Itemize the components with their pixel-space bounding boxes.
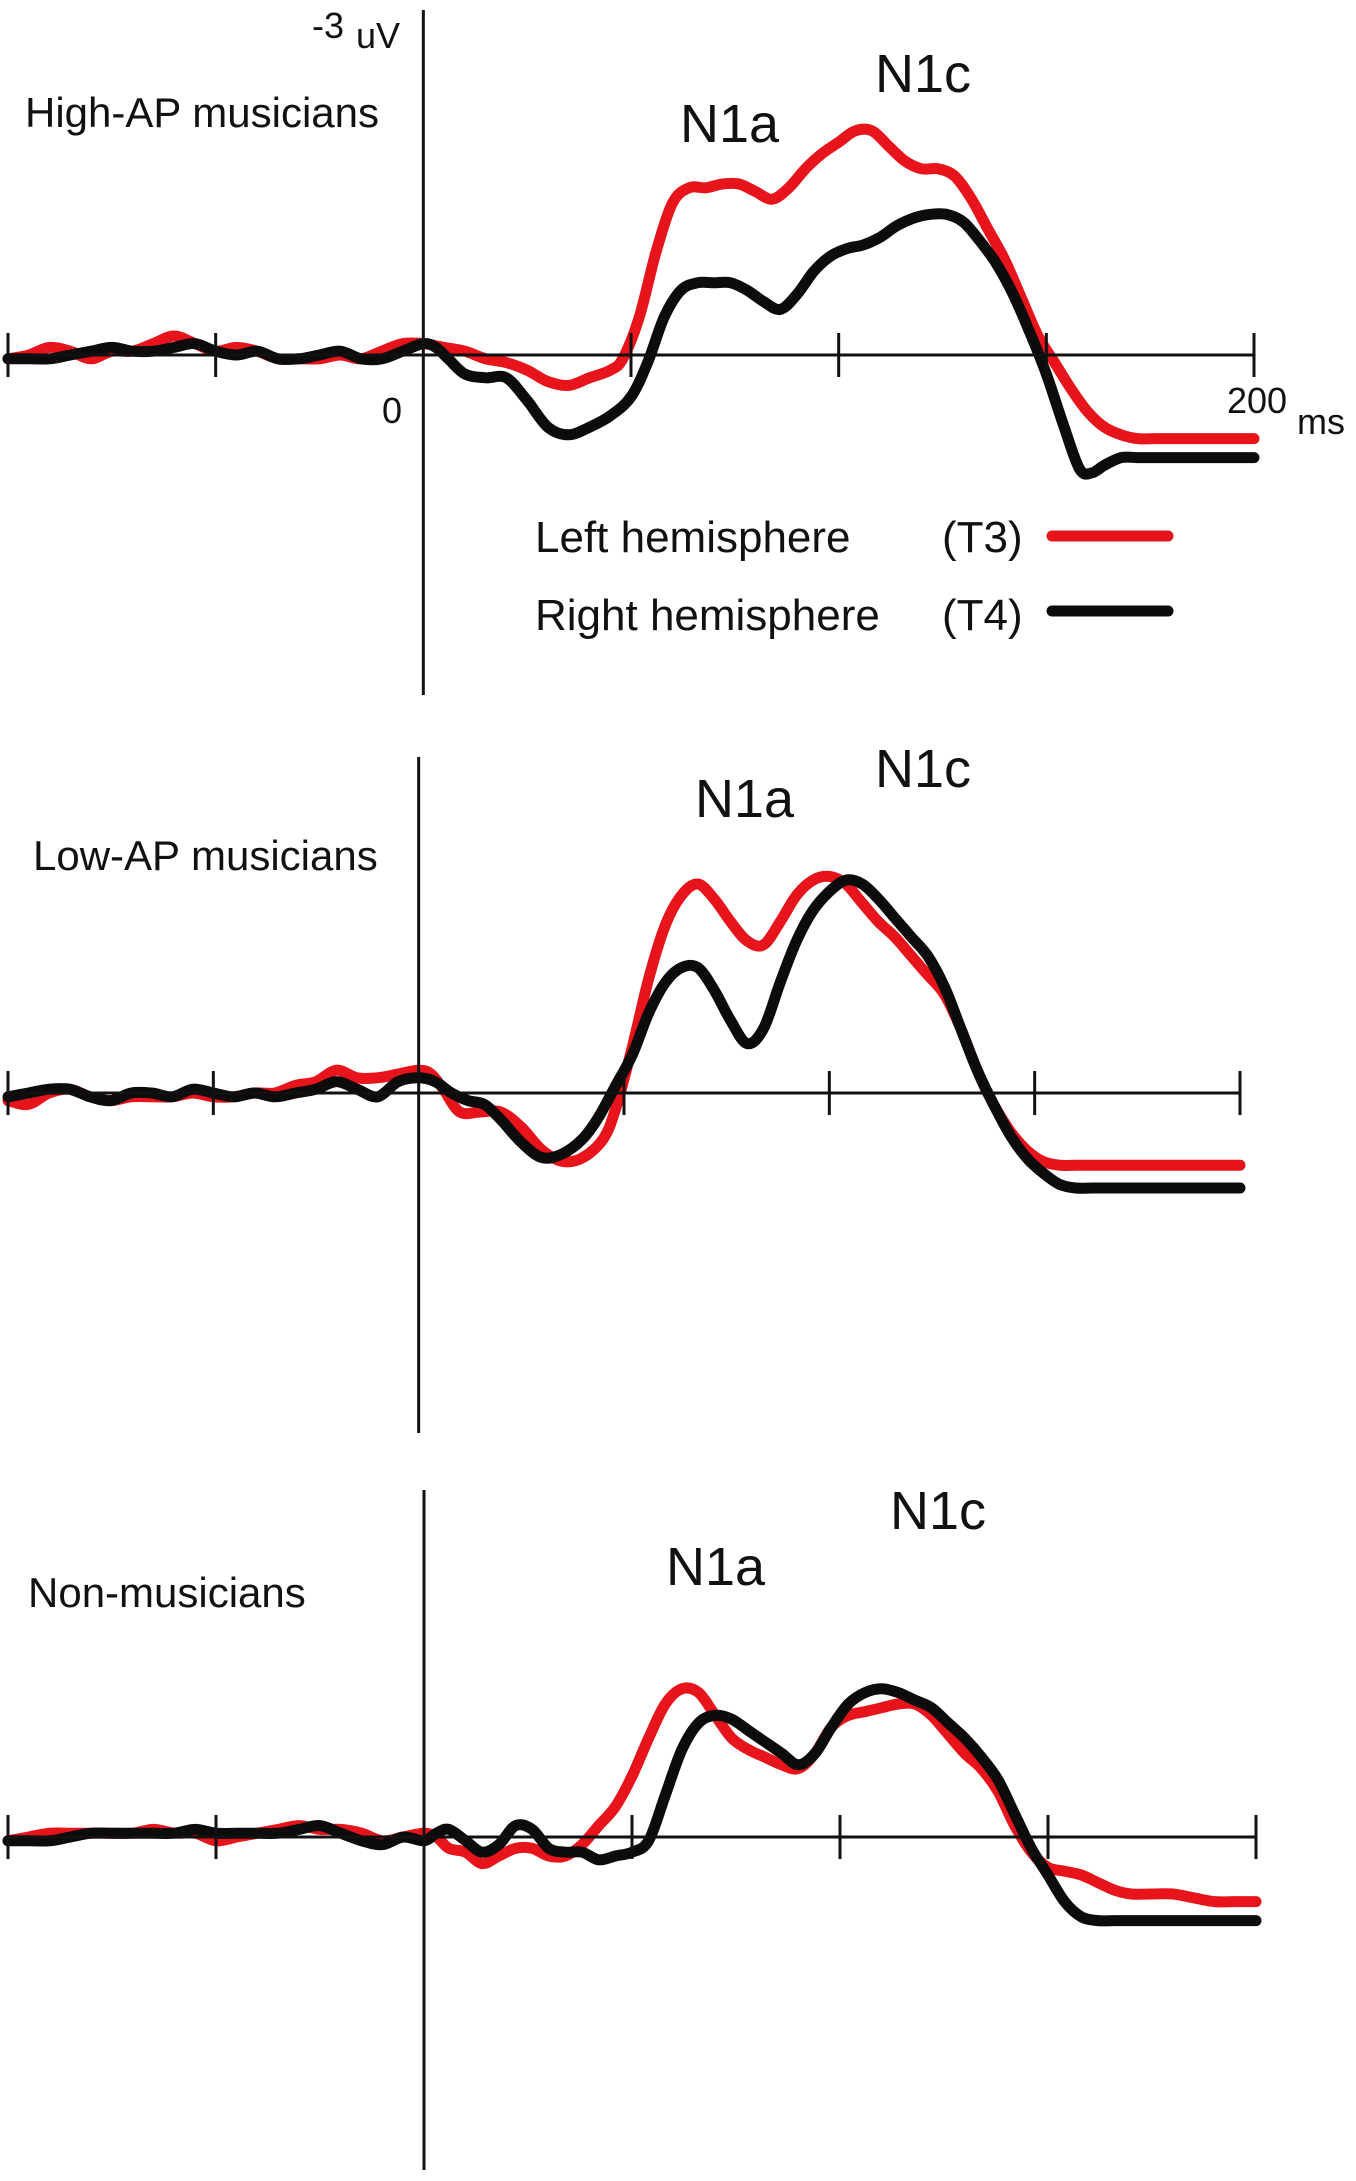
peak-label-n1a: N1a bbox=[680, 94, 780, 154]
legend-right-label: Right hemisphere bbox=[535, 591, 880, 640]
trace-left-hemisphere bbox=[2, 870, 1246, 1171]
y-unit-label: uV bbox=[356, 15, 400, 56]
peak-label-n1a: N1a bbox=[695, 769, 795, 829]
trace-left-hemisphere bbox=[2, 123, 1260, 445]
legend-right-channel: (T4) bbox=[942, 591, 1023, 640]
legend: Left hemisphere (T3) Right hemisphere (T… bbox=[535, 513, 1174, 640]
peak-label-n1c: N1c bbox=[890, 1481, 986, 1541]
legend-left-channel: (T3) bbox=[942, 513, 1023, 562]
panel-title-low-ap: Low-AP musicians bbox=[33, 832, 378, 879]
panel-low-ap: Low-AP musicians N1a N1c bbox=[2, 739, 1246, 1433]
ticks-high-ap bbox=[6, 10, 1256, 695]
peak-label-n1c: N1c bbox=[875, 739, 971, 799]
traces-non-musicians bbox=[2, 1682, 1262, 1927]
trace-left-hemisphere bbox=[2, 1682, 1262, 1908]
ticks-non-musicians bbox=[6, 1490, 1258, 2170]
legend-left-label: Left hemisphere bbox=[535, 513, 851, 562]
x-unit-label: ms bbox=[1297, 401, 1345, 442]
peak-label-n1a: N1a bbox=[666, 1537, 766, 1597]
panel-non-musicians: Non-musicians N1a N1c bbox=[2, 1481, 1262, 2170]
panel-title-non-musicians: Non-musicians bbox=[28, 1569, 306, 1616]
panel-title-high-ap: High-AP musicians bbox=[25, 89, 379, 136]
x-end-label: 200 bbox=[1227, 380, 1287, 421]
trace-right-hemisphere bbox=[2, 1683, 1262, 1927]
x-zero-label: 0 bbox=[382, 390, 402, 431]
ticks-low-ap bbox=[6, 757, 1242, 1433]
trace-right-hemisphere bbox=[2, 874, 1246, 1194]
peak-label-n1c: N1c bbox=[875, 44, 971, 104]
panel-high-ap: High-AP musicians N1a N1c -3 uV 0 200 ms… bbox=[2, 5, 1345, 695]
traces-high-ap bbox=[2, 123, 1260, 480]
y-unit-value: -3 bbox=[312, 5, 344, 46]
traces-low-ap bbox=[2, 870, 1246, 1194]
